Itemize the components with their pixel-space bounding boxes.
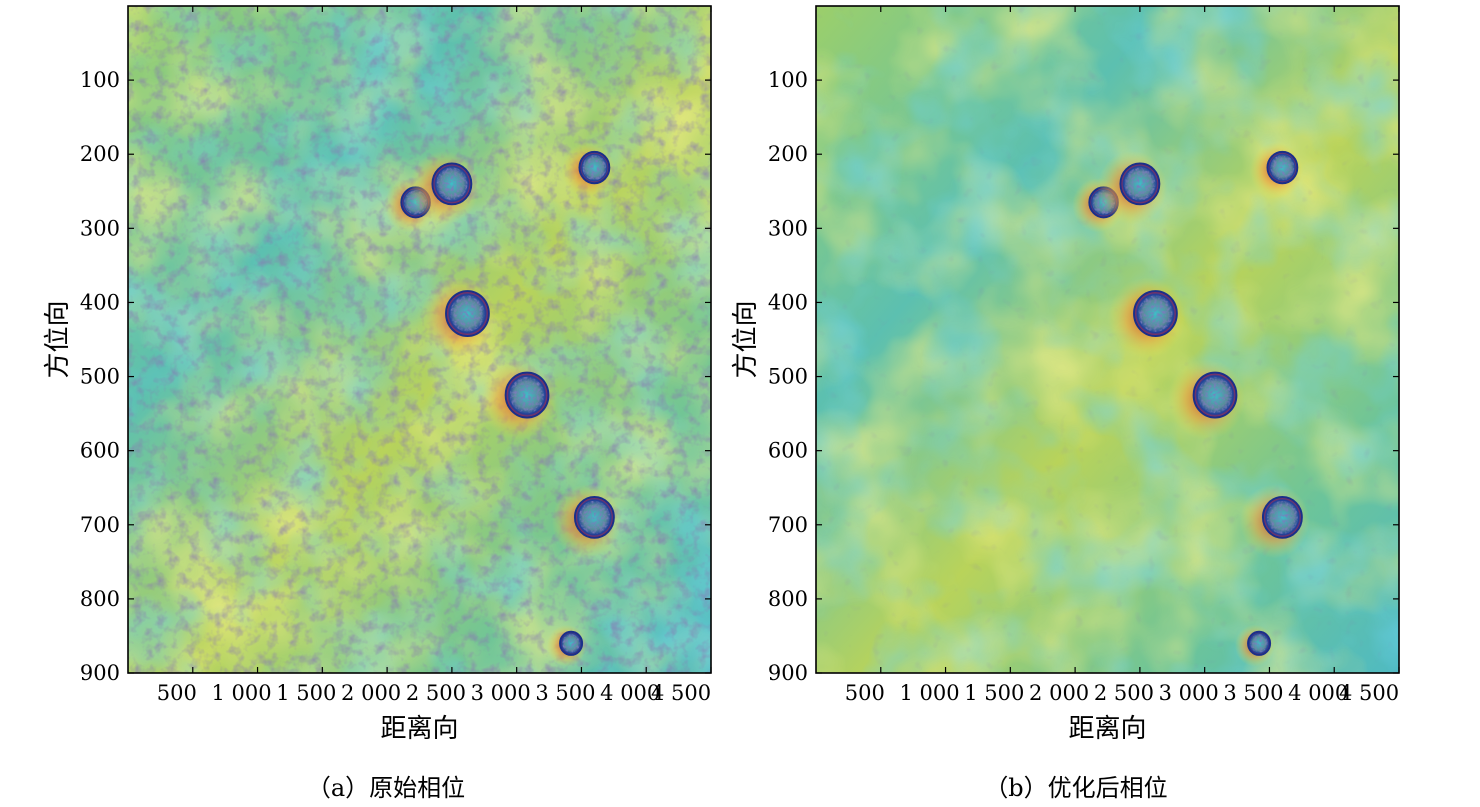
y-tick-label: 200: [768, 142, 808, 166]
y-tick-label: 500: [768, 365, 808, 389]
feature-speckle: [450, 295, 485, 332]
feature-speckle: [1197, 376, 1233, 414]
x-tick-label: 1 500: [964, 681, 1024, 705]
feature-speckle: [582, 154, 607, 181]
x-tick-label: 2 500: [406, 681, 466, 705]
x-axis-label: 距离向: [1068, 714, 1146, 744]
x-tick-label: 1 500: [276, 681, 336, 705]
x-tick-label: 4 000: [600, 681, 660, 705]
panel-1: 100 200 300 400 500 600 700 800 900 500 1 000 1 500…: [43, 5, 712, 802]
feature-speckle: [1270, 154, 1295, 181]
panel-caption: （a）原始相位: [307, 774, 465, 802]
x-tick-label: 500: [845, 681, 885, 705]
y-tick-label: 900: [768, 661, 808, 685]
y-tick-label: 200: [80, 142, 120, 166]
y-tick-label: 300: [768, 216, 808, 240]
y-tick-label: 400: [768, 290, 808, 314]
x-tick-label: 500: [157, 681, 197, 705]
y-tick-label: 600: [80, 439, 120, 463]
y-tick-label: 700: [80, 513, 120, 537]
feature-speckle: [1266, 500, 1298, 534]
x-tick-label: 4 000: [1288, 681, 1348, 705]
y-tick-label: 800: [768, 587, 808, 611]
feature-speckle: [1138, 295, 1173, 332]
y-tick-label: 500: [80, 365, 120, 389]
x-tick-label: 2 500: [1094, 681, 1154, 705]
x-tick-label: 1 000: [899, 681, 959, 705]
plot-frame: [815, 5, 1400, 674]
y-tick-label: 800: [80, 587, 120, 611]
x-tick-label: 1 000: [211, 681, 271, 705]
x-axis-label: 距离向: [380, 714, 458, 744]
x-tick-label: 2 000: [341, 681, 401, 705]
y-tick-label: 100: [768, 68, 808, 92]
feature-speckle: [1124, 167, 1156, 201]
y-tick-label: 700: [768, 513, 808, 537]
y-tick-label: 400: [80, 290, 120, 314]
feature-speckle: [562, 633, 580, 653]
y-tick-label: 900: [80, 661, 120, 685]
heatmap-image: [816, 6, 1399, 673]
panel-2: 100 200 300 400 500 600 700 800 900 500 1 000 1 500…: [731, 5, 1400, 802]
panel-caption: （b）优化后相位: [984, 774, 1167, 802]
y-tick-label: 300: [80, 216, 120, 240]
x-tick-label: 4 500: [651, 681, 711, 705]
plot-frame: [127, 5, 712, 674]
x-tick-label: 2 000: [1029, 681, 1089, 705]
feature-speckle: [578, 500, 610, 534]
y-tick-label: 600: [768, 439, 808, 463]
feature-speckle: [1250, 633, 1268, 653]
x-tick-label: 3 500: [535, 681, 595, 705]
x-tick-label: 3 000: [471, 681, 531, 705]
x-tick-label: 4 500: [1339, 681, 1399, 705]
feature-speckle: [436, 167, 468, 201]
feature-speckle: [509, 376, 545, 414]
y-axis-label: 方位向: [43, 300, 73, 378]
y-axis-label: 方位向: [731, 300, 761, 378]
x-tick-label: 3 500: [1223, 681, 1283, 705]
y-tick-label: 100: [80, 68, 120, 92]
x-tick-label: 3 000: [1159, 681, 1219, 705]
heatmap-image: [128, 6, 711, 673]
